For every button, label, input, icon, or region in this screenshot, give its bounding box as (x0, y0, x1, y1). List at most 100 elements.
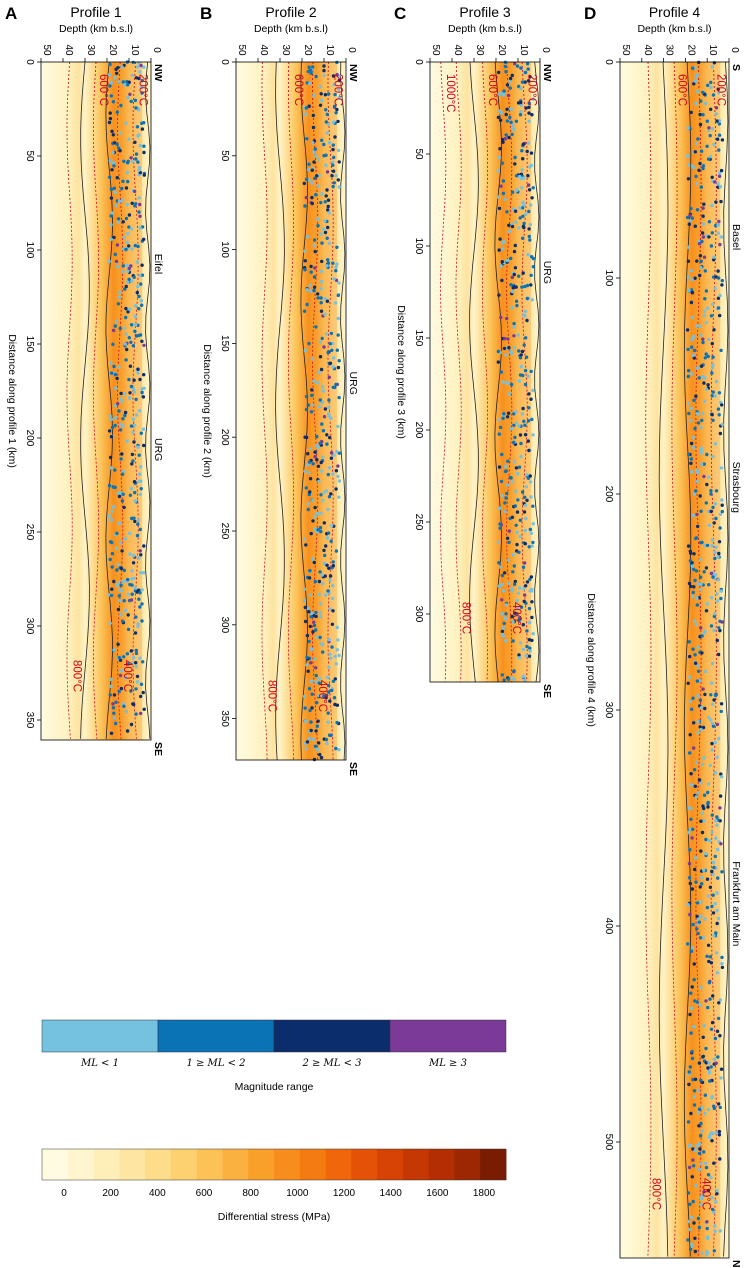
quake-dot (701, 1054, 705, 1059)
quake-dot (701, 340, 705, 345)
quake-dot (694, 174, 698, 179)
quake-dot (135, 65, 140, 69)
quake-dot (699, 705, 703, 710)
quake-dot (138, 226, 142, 230)
quake-dot (528, 480, 533, 484)
quake-dot (326, 589, 330, 593)
quake-dot (709, 1027, 714, 1032)
start-label: NW (152, 64, 164, 82)
quake-dot (331, 341, 335, 346)
quake-dot (142, 65, 146, 69)
quake-dot (312, 623, 317, 628)
quake-dot (708, 154, 713, 159)
quake-dot (526, 476, 531, 480)
dist-tick-label: 0 (219, 59, 230, 65)
quake-dot (715, 592, 719, 596)
dist-tick-label: 300 (219, 616, 230, 633)
quake-dot (699, 149, 704, 153)
quake-dot (710, 1095, 714, 1099)
quake-dot (315, 434, 319, 439)
quake-dot (512, 669, 516, 673)
stress-tick-label: 1200 (333, 1188, 356, 1199)
quake-dot (701, 166, 705, 171)
quake-dot (689, 584, 693, 589)
quake-dot (527, 188, 532, 192)
quake-dot (126, 159, 130, 163)
quake-dot (323, 297, 327, 301)
quake-dot (712, 258, 716, 262)
stress-legend-title: Differential stress (MPa) (218, 1211, 330, 1223)
quake-dot (700, 651, 704, 655)
dist-tick-label: 50 (24, 150, 35, 162)
panel-title: Profile 4 (649, 4, 701, 20)
dist-tick-label: 350 (219, 710, 230, 727)
magnitude-swatch (41, 1019, 159, 1053)
quake-dot (700, 1129, 704, 1133)
quake-dot (127, 80, 131, 84)
quake-dot (688, 675, 692, 679)
quake-dot (510, 275, 514, 280)
quake-dot (311, 462, 315, 466)
quake-dot (716, 916, 721, 921)
quake-dot (523, 678, 527, 683)
quake-dot (700, 418, 704, 423)
quake-dot (716, 306, 721, 310)
quake-dot (135, 260, 139, 264)
quake-dot (115, 376, 119, 381)
stress-field (620, 62, 729, 1258)
quake-dot (697, 1061, 702, 1065)
quake-dot (711, 860, 716, 865)
quake-dot (108, 455, 113, 460)
dist-tick-label: 200 (24, 430, 35, 447)
quake-dot (521, 674, 526, 679)
quake-dot (715, 908, 719, 913)
quake-dot (314, 325, 318, 329)
quake-dot (529, 273, 533, 277)
quake-dot (134, 615, 138, 619)
quake-dot (502, 621, 506, 626)
quake-dot (113, 404, 117, 408)
quake-dot (512, 677, 516, 681)
quake-dot (505, 381, 510, 385)
quake-dot (503, 464, 508, 469)
quake-dot (688, 881, 692, 886)
quake-dot (525, 644, 529, 649)
quake-dot (513, 155, 517, 160)
quake-dot (692, 1095, 696, 1099)
quake-dot (111, 342, 115, 346)
quake-dot (136, 333, 141, 338)
quake-dot (689, 783, 693, 787)
quake-dot (315, 635, 319, 639)
quake-dot (323, 93, 328, 97)
quake-dot (498, 147, 502, 151)
quake-dot (694, 75, 698, 79)
quake-dot (140, 121, 144, 126)
quake-dot (303, 348, 307, 353)
quake-dot (693, 1077, 698, 1082)
quake-dot (326, 204, 330, 209)
quake-dot (335, 72, 339, 77)
quake-dot (123, 537, 128, 541)
quake-dot (704, 851, 708, 856)
quake-dot (527, 227, 531, 231)
quake-dot (528, 474, 532, 478)
quake-dot (323, 407, 328, 411)
quake-dot (138, 591, 142, 595)
quake-dot (122, 159, 126, 163)
quake-dot (690, 594, 695, 599)
quake-dot (124, 332, 129, 336)
quake-dot (506, 677, 511, 681)
quake-dot (335, 348, 339, 352)
quake-dot (689, 110, 693, 115)
stress-swatch (428, 1149, 455, 1180)
isotherm-800 (261, 61, 268, 760)
quake-dot (305, 435, 309, 440)
quake-dot (119, 391, 123, 396)
quake-dot (525, 473, 529, 477)
depth-tick-label: 20 (107, 44, 118, 56)
quake-dot (713, 854, 717, 859)
quake-dot (303, 268, 307, 272)
quake-dot (717, 1001, 721, 1005)
quake-dot (702, 462, 706, 466)
quake-dot (521, 214, 525, 218)
